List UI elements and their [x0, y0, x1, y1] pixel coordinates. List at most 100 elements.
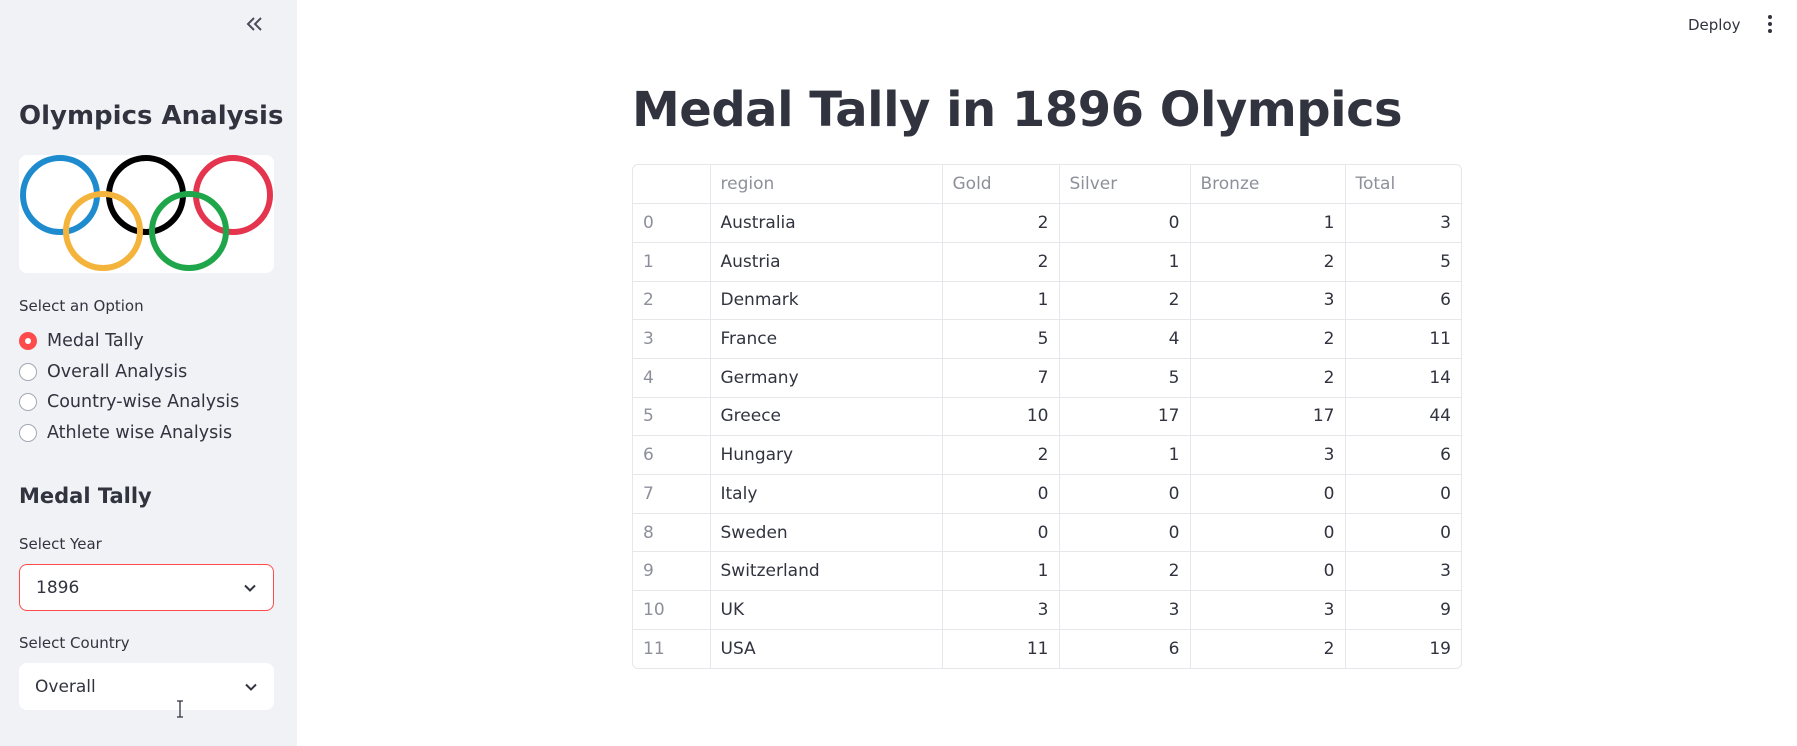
country-select[interactable]: Overall — [19, 663, 274, 710]
region-cell[interactable]: Denmark — [710, 281, 943, 321]
total-cell[interactable]: 44 — [1345, 397, 1461, 437]
silver-cell[interactable]: 1 — [1059, 242, 1191, 282]
bronze-cell[interactable]: 0 — [1190, 551, 1346, 592]
silver-cell[interactable]: 3 — [1059, 590, 1191, 630]
row-index-cell[interactable]: 2 — [633, 281, 711, 321]
region-cell[interactable]: Switzerland — [710, 551, 943, 592]
row-index-cell[interactable]: 5 — [633, 397, 711, 437]
region-cell[interactable]: Sweden — [710, 513, 943, 553]
table-row: 0 Australia 2 0 1 3 — [633, 203, 1461, 243]
column-header-total[interactable]: Total — [1345, 165, 1461, 205]
gold-cell[interactable]: 10 — [942, 397, 1060, 437]
bronze-cell[interactable]: 3 — [1190, 435, 1346, 475]
collapse-sidebar-button[interactable] — [240, 10, 270, 38]
silver-cell[interactable]: 2 — [1059, 281, 1191, 321]
silver-cell[interactable]: 0 — [1059, 474, 1191, 514]
total-cell[interactable]: 14 — [1345, 358, 1461, 398]
radio-label: Athlete wise Analysis — [47, 422, 233, 443]
row-index-cell[interactable]: 7 — [633, 474, 711, 514]
bronze-cell[interactable]: 2 — [1190, 358, 1346, 398]
total-cell[interactable]: 19 — [1429, 638, 1451, 659]
bronze-cell[interactable]: 0 — [1190, 513, 1346, 553]
row-index-cell[interactable]: 4 — [633, 358, 711, 398]
total-cell[interactable]: 0 — [1345, 474, 1461, 514]
radio-athlete-wise-analysis[interactable]: Athlete wise Analysis — [19, 418, 239, 449]
region-cell[interactable]: Austria — [710, 242, 943, 282]
column-header-bronze[interactable]: Bronze — [1190, 165, 1346, 205]
radio-medal-tally[interactable]: Medal Tally — [19, 326, 239, 357]
row-index-cell[interactable]: 1 — [633, 242, 711, 282]
radio-unchecked-icon — [19, 423, 37, 442]
olympic-rings-logo — [20, 155, 273, 271]
total-cell[interactable]: 6 — [1345, 281, 1461, 321]
column-header-region[interactable]: region — [710, 165, 943, 205]
gold-cell[interactable]: 1 — [942, 281, 1060, 321]
gold-cell[interactable]: 2 — [942, 242, 1060, 282]
region-cell[interactable]: USA — [710, 629, 943, 668]
region-cell[interactable]: Italy — [710, 474, 943, 514]
gold-cell[interactable]: 2 — [942, 435, 1060, 475]
bronze-cell[interactable]: 2 — [1190, 242, 1346, 282]
olympic-rings-image — [19, 155, 274, 273]
silver-cell[interactable]: 0 — [1059, 513, 1191, 553]
year-select[interactable]: 1896 — [19, 564, 274, 611]
gold-cell[interactable]: 5 — [942, 319, 1060, 359]
medal-table: region Gold Silver Bronze Total 0 Austral… — [632, 164, 1462, 669]
region-cell[interactable]: Germany — [710, 358, 943, 398]
text-cursor-icon — [177, 700, 183, 718]
row-index-cell[interactable]: 10 — [633, 590, 711, 630]
gold-cell[interactable]: 0 — [942, 474, 1060, 514]
bronze-cell[interactable]: 2 — [1190, 629, 1346, 668]
bronze-cell[interactable]: 3 — [1190, 281, 1346, 321]
total-cell[interactable]: 5 — [1345, 242, 1461, 282]
silver-cell[interactable]: 6 — [1059, 629, 1191, 668]
total-cell[interactable]: 9 — [1345, 590, 1461, 630]
gold-cell[interactable]: 2 — [942, 203, 1060, 243]
silver-cell[interactable]: 5 — [1059, 358, 1191, 398]
gold-cell[interactable]: 7 — [942, 358, 1060, 398]
silver-cell[interactable]: 17 — [1059, 397, 1191, 437]
column-header-index[interactable] — [633, 165, 711, 205]
radio-unchecked-icon — [19, 393, 37, 412]
total-cell[interactable]: 11 — [1345, 319, 1461, 359]
gold-cell[interactable]: 11 — [942, 629, 1060, 668]
double-chevron-left-icon — [246, 17, 262, 31]
radio-overall-analysis[interactable]: Overall Analysis — [19, 357, 239, 388]
radio-country-wise-analysis[interactable]: Country-wise Analysis — [19, 387, 239, 418]
silver-cell[interactable]: 1 — [1059, 435, 1191, 475]
vertical-dots-icon[interactable] — [1762, 12, 1778, 36]
bronze-cell[interactable]: 3 — [1190, 590, 1346, 630]
silver-cell[interactable]: 0 — [1059, 203, 1191, 243]
row-index-cell[interactable]: 8 — [633, 513, 711, 553]
row-index-cell[interactable]: 0 — [633, 203, 711, 243]
gold-cell[interactable]: 1 — [942, 551, 1060, 592]
gold-cell[interactable]: 3 — [942, 590, 1060, 630]
row-index-cell[interactable]: 9 — [633, 551, 711, 592]
column-header-silver[interactable]: Silver — [1059, 165, 1191, 205]
total-cell[interactable]: 6 — [1345, 435, 1461, 475]
silver-cell[interactable]: 2 — [1059, 551, 1191, 592]
deploy-button[interactable]: Deploy — [1688, 16, 1741, 34]
total-cell[interactable]: 3 — [1345, 203, 1461, 243]
gold-cell[interactable]: 0 — [942, 513, 1060, 553]
column-header-gold[interactable]: Gold — [942, 165, 1060, 205]
bronze-cell[interactable]: 2 — [1190, 319, 1346, 359]
row-index-cell[interactable]: 3 — [633, 319, 711, 359]
bronze-cell[interactable]: 0 — [1190, 474, 1346, 514]
total-cell[interactable]: 0 — [1345, 513, 1461, 553]
silver-cell[interactable]: 4 — [1059, 319, 1191, 359]
region-cell[interactable]: UK — [710, 590, 943, 630]
option-radio-group: Medal Tally Overall Analysis Country-wis… — [19, 326, 239, 448]
row-index-cell[interactable]: 6 — [633, 435, 711, 475]
total-cell[interactable]: 3 — [1345, 551, 1461, 592]
region-cell[interactable]: France — [710, 319, 943, 359]
region-cell[interactable]: Greece — [710, 397, 943, 437]
bronze-cell[interactable]: 17 — [1190, 397, 1346, 437]
region-cell[interactable]: Australia — [710, 203, 943, 243]
table-row: 11 USA 11 6 2 19 — [633, 629, 1461, 668]
region-cell[interactable]: Hungary — [710, 435, 943, 475]
row-index-cell[interactable]: 11 — [633, 629, 711, 668]
chevron-down-icon — [245, 683, 257, 691]
bronze-cell[interactable]: 1 — [1190, 203, 1346, 243]
table-row: 5 Greece 10 17 17 44 — [633, 397, 1461, 437]
